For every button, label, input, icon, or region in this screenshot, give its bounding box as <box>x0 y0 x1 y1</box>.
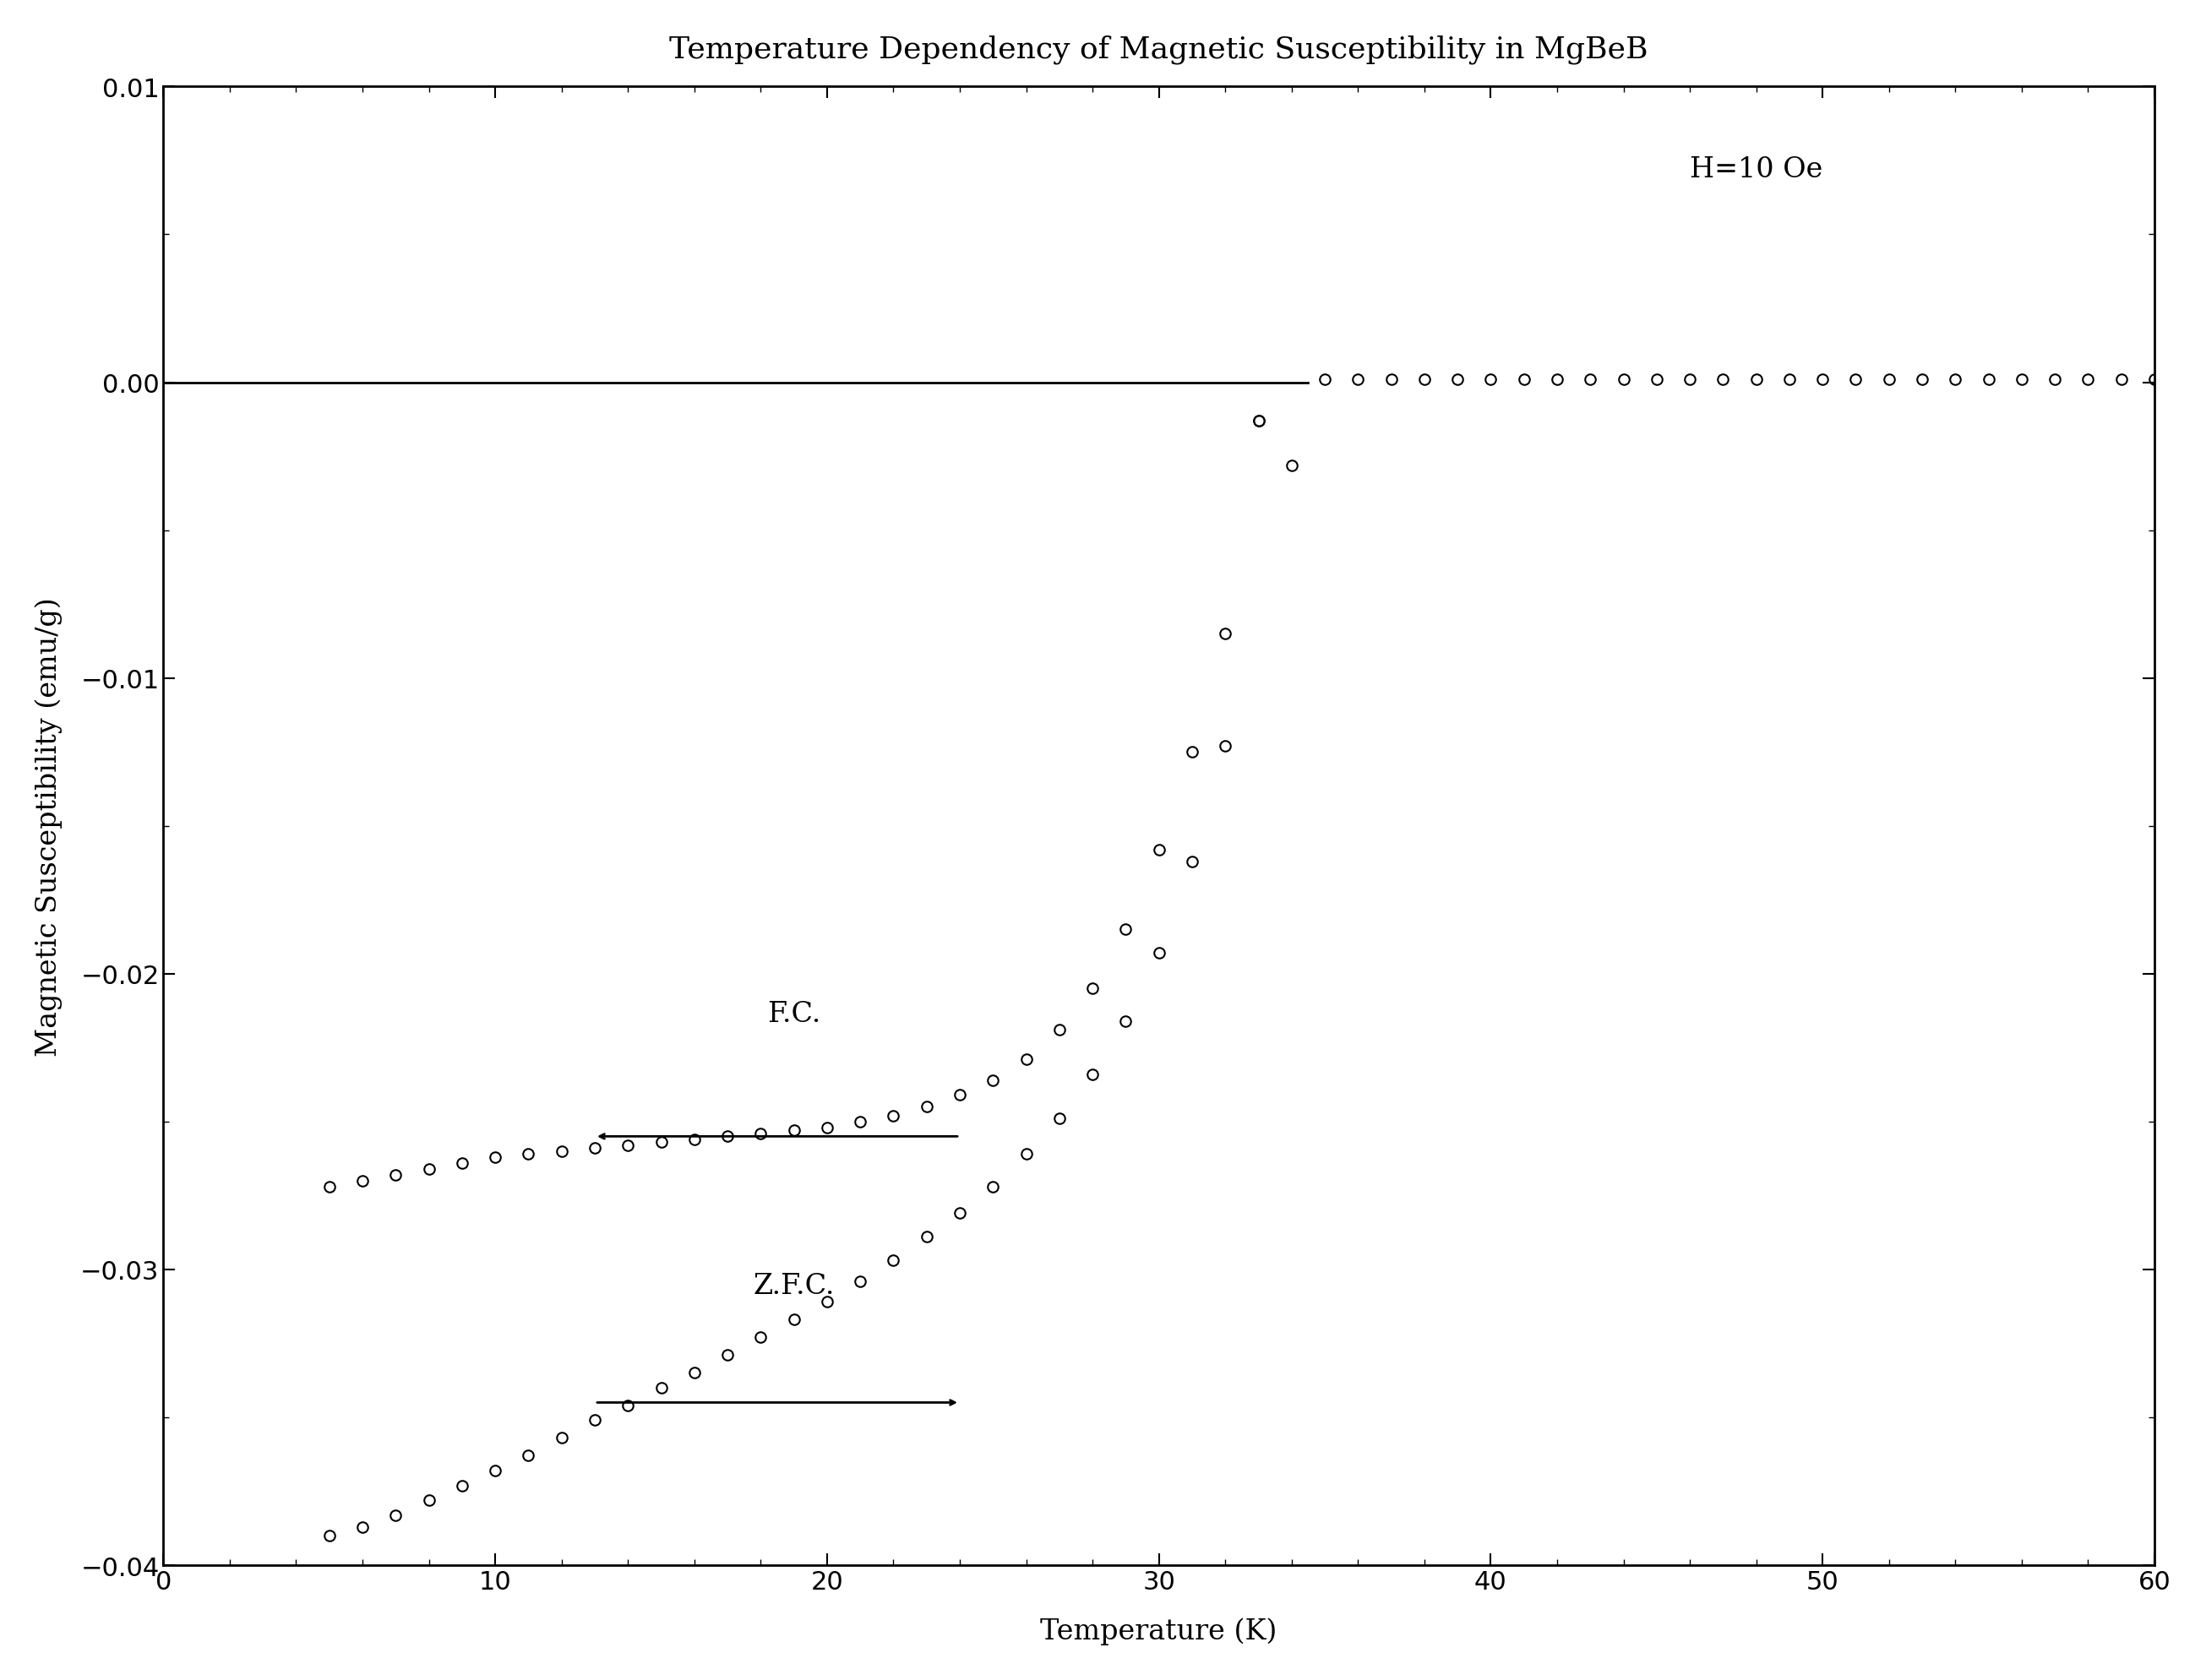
Title: Temperature Dependency of Magnetic Susceptibility in MgBeB: Temperature Dependency of Magnetic Susce… <box>668 35 1648 64</box>
X-axis label: Temperature (K): Temperature (K) <box>1041 1618 1277 1645</box>
Text: H=10 Oe: H=10 Oe <box>1690 156 1822 183</box>
Text: F.C.: F.C. <box>768 1000 821 1026</box>
Y-axis label: Magnetic Susceptibility (emu/g): Magnetic Susceptibility (emu/g) <box>35 596 62 1055</box>
Text: Z.F.C.: Z.F.C. <box>752 1272 834 1299</box>
